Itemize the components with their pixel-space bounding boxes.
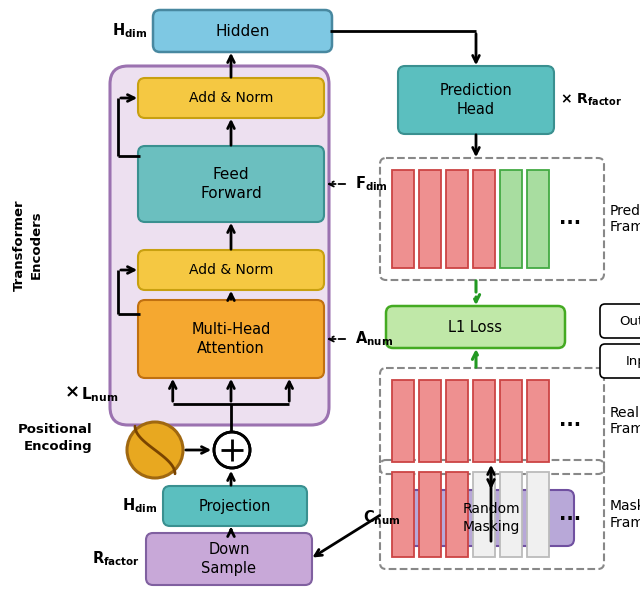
Text: ...: ... <box>559 209 581 229</box>
Bar <box>473 472 495 557</box>
Bar <box>500 170 522 268</box>
Bar <box>446 170 468 268</box>
Text: Masked
Frames: Masked Frames <box>610 499 640 530</box>
Text: Down
Sample: Down Sample <box>202 541 257 576</box>
FancyBboxPatch shape <box>138 78 324 118</box>
Text: $\mathbf{H_{dim}}$: $\mathbf{H_{dim}}$ <box>122 496 157 515</box>
Bar <box>392 380 414 462</box>
Text: Projection: Projection <box>199 498 271 514</box>
FancyBboxPatch shape <box>408 490 574 546</box>
Text: $\mathbf{R_{factor}}$: $\mathbf{R_{factor}}$ <box>92 550 140 569</box>
FancyBboxPatch shape <box>163 486 307 526</box>
Bar <box>419 380 441 462</box>
Text: Input: Input <box>626 355 640 368</box>
Text: $\mathbf{C_{num}}$: $\mathbf{C_{num}}$ <box>362 509 400 527</box>
FancyBboxPatch shape <box>138 250 324 290</box>
Text: Real
Frames: Real Frames <box>610 406 640 436</box>
Bar <box>527 170 549 268</box>
Text: $\mathbf{H_{dim}}$: $\mathbf{H_{dim}}$ <box>112 22 147 40</box>
Bar <box>473 170 495 268</box>
Bar <box>446 472 468 557</box>
Text: × $\mathbf{R_{factor}}$: × $\mathbf{R_{factor}}$ <box>560 92 622 108</box>
FancyBboxPatch shape <box>600 304 640 338</box>
FancyBboxPatch shape <box>398 66 554 134</box>
Bar <box>419 472 441 557</box>
Text: ...: ... <box>559 505 581 524</box>
Text: Output: Output <box>620 314 640 327</box>
FancyBboxPatch shape <box>146 533 312 585</box>
Text: Predicted
Frames: Predicted Frames <box>610 204 640 234</box>
Bar <box>500 380 522 462</box>
Text: Add & Norm: Add & Norm <box>189 263 273 277</box>
Bar <box>527 380 549 462</box>
Text: $\mathbf{A_{num}}$: $\mathbf{A_{num}}$ <box>355 330 393 348</box>
Text: $\mathbf{F_{dim}}$: $\mathbf{F_{dim}}$ <box>355 175 388 193</box>
Bar <box>500 472 522 557</box>
Text: ×: × <box>65 383 79 401</box>
FancyBboxPatch shape <box>386 306 565 348</box>
Bar <box>527 472 549 557</box>
FancyBboxPatch shape <box>138 300 324 378</box>
Bar <box>392 472 414 557</box>
Text: Random
Masking: Random Masking <box>462 502 520 534</box>
Text: ...: ... <box>559 411 581 430</box>
Text: $\mathbf{L_{num}}$: $\mathbf{L_{num}}$ <box>81 386 118 404</box>
Text: Prediction
Head: Prediction Head <box>440 83 513 118</box>
Bar <box>473 380 495 462</box>
FancyBboxPatch shape <box>153 10 332 52</box>
Bar <box>392 170 414 268</box>
Text: Hidden: Hidden <box>215 24 269 38</box>
Text: L1 Loss: L1 Loss <box>449 320 502 335</box>
Bar <box>446 380 468 462</box>
Text: Multi-Head
Attention: Multi-Head Attention <box>191 322 271 356</box>
Text: Add & Norm: Add & Norm <box>189 91 273 105</box>
Circle shape <box>127 422 183 478</box>
Bar <box>419 170 441 268</box>
FancyBboxPatch shape <box>138 146 324 222</box>
Text: Positional
Encoding: Positional Encoding <box>17 423 92 453</box>
FancyBboxPatch shape <box>110 66 329 425</box>
Circle shape <box>214 432 250 468</box>
FancyBboxPatch shape <box>600 344 640 378</box>
Text: Feed
Forward: Feed Forward <box>200 167 262 202</box>
Text: Transformer
Encoders: Transformer Encoders <box>13 199 43 291</box>
